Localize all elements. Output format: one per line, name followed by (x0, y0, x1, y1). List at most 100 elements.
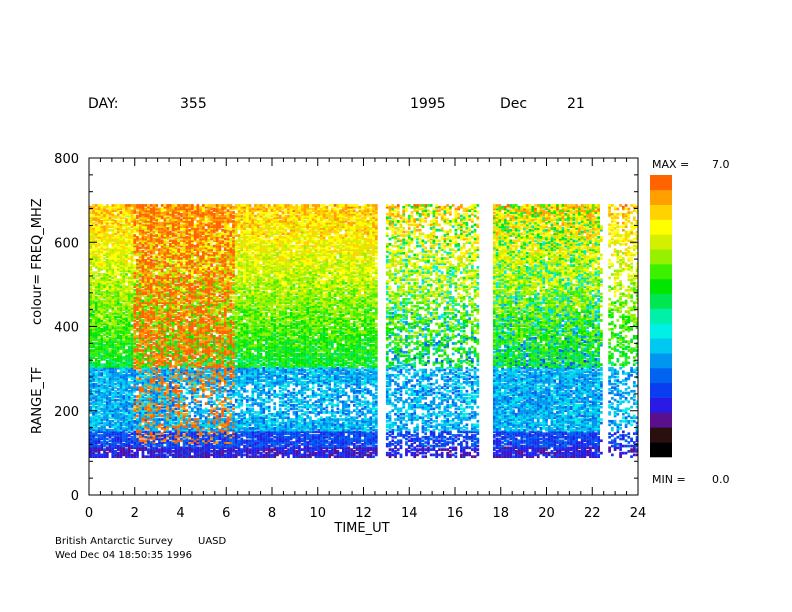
heatmap-cell (116, 398, 120, 402)
heatmap-cell (108, 251, 112, 255)
heatmap-cell (122, 384, 126, 388)
heatmap-cell (193, 375, 197, 379)
heatmap-cell (119, 342, 123, 345)
heatmap-cell (136, 306, 139, 310)
heatmap-cell (155, 331, 159, 335)
heatmap-cell (191, 244, 194, 248)
heatmap-cell (193, 313, 197, 317)
heatmap-cell (188, 453, 191, 457)
heatmap-cell (130, 271, 134, 275)
heatmap-cell (105, 342, 109, 345)
heatmap-cell (191, 255, 194, 259)
heatmap-cell (166, 278, 170, 282)
heatmap-cell (114, 451, 117, 455)
heatmap-cell (144, 280, 148, 283)
heatmap-cell (182, 398, 186, 402)
heatmap-cell (133, 243, 137, 246)
heatmap-cell (191, 290, 194, 294)
heatmap-cell (136, 250, 139, 253)
heatmap-cell (89, 255, 93, 259)
heatmap-cell (177, 283, 180, 287)
heatmap-cell (97, 377, 101, 381)
heatmap-cell (166, 244, 170, 248)
heatmap-cell (180, 382, 183, 386)
heatmap-cell (141, 407, 145, 411)
heatmap-cell (147, 267, 150, 271)
heatmap-cell (97, 349, 101, 352)
heatmap-cell (141, 312, 145, 315)
heatmap-cell (125, 386, 128, 390)
heatmap-cell (196, 331, 200, 335)
heatmap-cell (119, 372, 123, 375)
heatmap-cell (97, 402, 101, 405)
heatmap-cell (116, 237, 120, 241)
heatmap-cell (180, 404, 183, 407)
heatmap-cell (155, 356, 159, 359)
heatmap-cell (149, 266, 153, 269)
heatmap-cell (127, 243, 131, 246)
heatmap-cell (149, 237, 153, 241)
heatmap-cell (122, 347, 126, 351)
heatmap-cell (185, 342, 189, 345)
heatmap-cell (144, 235, 148, 239)
heatmap-cell (158, 211, 161, 214)
heatmap-cell (97, 324, 101, 328)
heatmap-cell (188, 276, 191, 280)
heatmap-cell (196, 427, 200, 430)
heatmap-cell (163, 239, 167, 243)
heatmap-cell (127, 409, 131, 413)
heatmap-cell (188, 442, 191, 446)
heatmap-cell (116, 409, 120, 413)
heatmap-cell (196, 363, 200, 367)
heatmap-cell (111, 405, 115, 409)
heatmap-cell (149, 258, 153, 262)
heatmap-cell (169, 225, 172, 229)
heatmap-cell (144, 389, 148, 393)
heatmap-cell (152, 427, 156, 430)
heatmap-cell (193, 336, 197, 340)
heatmap-cell (166, 439, 170, 443)
heatmap-cell (100, 278, 104, 282)
heatmap-cell (136, 340, 139, 344)
heatmap-cell (125, 342, 128, 345)
heatmap-cell (125, 432, 128, 436)
heatmap-cell (92, 289, 95, 292)
heatmap-cell (133, 292, 137, 296)
heatmap-cell (174, 442, 178, 446)
heatmap-cell (97, 347, 101, 351)
heatmap-cell (89, 280, 93, 283)
heatmap-cell (125, 235, 128, 239)
heatmap-cell (177, 411, 180, 414)
heatmap-cell (133, 444, 137, 448)
heatmap-cell (196, 395, 200, 398)
heatmap-cell (111, 216, 115, 220)
heatmap-cell (180, 350, 183, 354)
heatmap-cell (127, 345, 131, 349)
heatmap-cell (125, 320, 128, 324)
heatmap-cell (103, 253, 106, 257)
heatmap-cell (158, 381, 161, 384)
heatmap-cell (92, 405, 95, 409)
heatmap-cell (182, 306, 186, 310)
heatmap-cell (182, 218, 186, 221)
heatmap-cell (136, 320, 139, 324)
heatmap-cell (152, 269, 156, 273)
heatmap-cell (89, 310, 93, 313)
heatmap-cell (89, 370, 93, 374)
heatmap-cell (144, 366, 148, 370)
heatmap-cell (138, 237, 142, 241)
heatmap-cell (138, 214, 142, 218)
heatmap-cell (155, 281, 159, 285)
heatmap-cell (160, 251, 164, 255)
heatmap-cell (174, 368, 178, 372)
heatmap-cell (160, 243, 164, 246)
heatmap-cell (130, 214, 134, 218)
heatmap-cell (125, 389, 128, 393)
heatmap-cell (127, 423, 131, 427)
heatmap-cell (105, 297, 109, 301)
heatmap-cell (166, 301, 170, 305)
heatmap-cell (136, 349, 139, 352)
heatmap-cell (105, 366, 109, 370)
heatmap-cell (105, 398, 109, 402)
heatmap-cell (185, 264, 189, 267)
